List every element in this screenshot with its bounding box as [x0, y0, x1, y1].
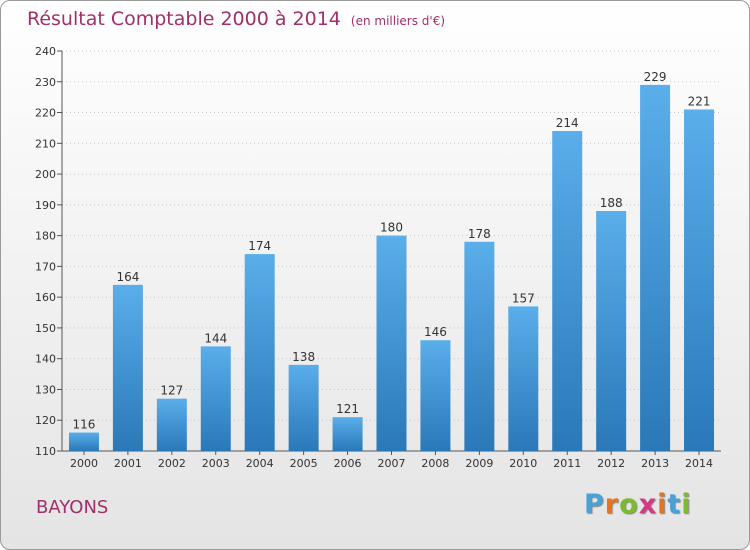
x-tick-label: 2005: [290, 457, 318, 470]
x-tick-label: 2006: [334, 457, 362, 470]
bar: [684, 109, 715, 451]
y-tick-label: 230: [35, 76, 56, 89]
x-tick-label: 2003: [202, 457, 230, 470]
bar-value-label: 188: [600, 196, 623, 210]
y-tick-label: 180: [35, 230, 56, 243]
bar-value-label: 178: [468, 227, 491, 241]
bar: [288, 364, 319, 451]
logo-letter: i: [681, 489, 692, 520]
x-tick-label: 2007: [378, 457, 406, 470]
bar-value-label: 121: [336, 402, 359, 416]
y-tick-label: 200: [35, 168, 56, 181]
x-tick-label: 2012: [597, 457, 625, 470]
y-tick-label: 220: [35, 107, 56, 120]
logo-letter: P: [584, 489, 605, 520]
y-tick-label: 170: [35, 260, 56, 273]
bar: [332, 417, 363, 451]
axes: 110 120 130 140 150 160 170 180 190 200 210 220 230 2…: [35, 45, 721, 470]
bar: [508, 306, 539, 451]
x-tick-label: 2004: [246, 457, 274, 470]
y-tick-label: 150: [35, 322, 56, 335]
logo-letter: r: [604, 489, 620, 520]
bar-value-label: 157: [512, 291, 535, 305]
bar: [68, 432, 99, 451]
bar: [596, 211, 627, 451]
bar-value-label: 144: [204, 331, 227, 345]
chart-title: Résultat Comptable 2000 à 2014 (en millie…: [27, 8, 445, 30]
bars: 116 164 127 144 174 138 121 180 146 178 157 214 188 2…: [68, 70, 715, 451]
x-tick-label: 2000: [70, 457, 98, 470]
logo-letter: t: [667, 489, 682, 520]
bar: [156, 398, 187, 451]
bar: [200, 346, 231, 451]
y-tick-label: 240: [35, 45, 56, 58]
y-tick-label: 140: [35, 353, 56, 366]
y-tick-label: 160: [35, 291, 56, 304]
bar-value-label: 138: [292, 350, 315, 364]
logo-letter: i: [657, 489, 668, 520]
chart-subtitle: (en milliers d'€): [350, 14, 446, 28]
title-text: Résultat Comptable 2000 à 2014: [27, 8, 341, 30]
y-tick-label: 110: [35, 445, 56, 458]
bar: [420, 340, 451, 451]
proxiti-logo: Proxiti: [584, 489, 692, 520]
x-tick-label: 2011: [553, 457, 581, 470]
bar-value-label: 164: [116, 270, 139, 284]
bar-value-label: 116: [73, 418, 96, 432]
bar-value-label: 180: [380, 221, 403, 235]
x-tick-label: 2010: [509, 457, 537, 470]
bar-value-label: 229: [644, 70, 667, 84]
bar: [552, 131, 583, 451]
bar-value-label: 221: [688, 94, 711, 108]
x-tick-label: 2013: [641, 457, 669, 470]
bar: [112, 284, 143, 451]
x-tick-label: 2002: [158, 457, 186, 470]
y-tick-label: 120: [35, 414, 56, 427]
x-tick-label: 2014: [685, 457, 713, 470]
y-tick-label: 210: [35, 137, 56, 150]
bar: [376, 235, 407, 451]
x-tick-label: 2008: [421, 457, 449, 470]
logo-letter: o: [619, 489, 639, 520]
y-tick-label: 130: [35, 383, 56, 396]
bar: [244, 254, 275, 451]
bar: [640, 84, 671, 451]
x-tick-label: 2009: [465, 457, 493, 470]
bar-value-label: 127: [160, 384, 183, 398]
bar-value-label: 174: [248, 239, 271, 253]
bar: [464, 241, 495, 451]
bar-value-label: 146: [424, 325, 447, 339]
x-tick-label: 2001: [114, 457, 142, 470]
bar-value-label: 214: [556, 116, 579, 130]
logo-letter: x: [638, 489, 658, 520]
y-tick-label: 190: [35, 199, 56, 212]
place-name: BAYONS: [36, 497, 109, 518]
